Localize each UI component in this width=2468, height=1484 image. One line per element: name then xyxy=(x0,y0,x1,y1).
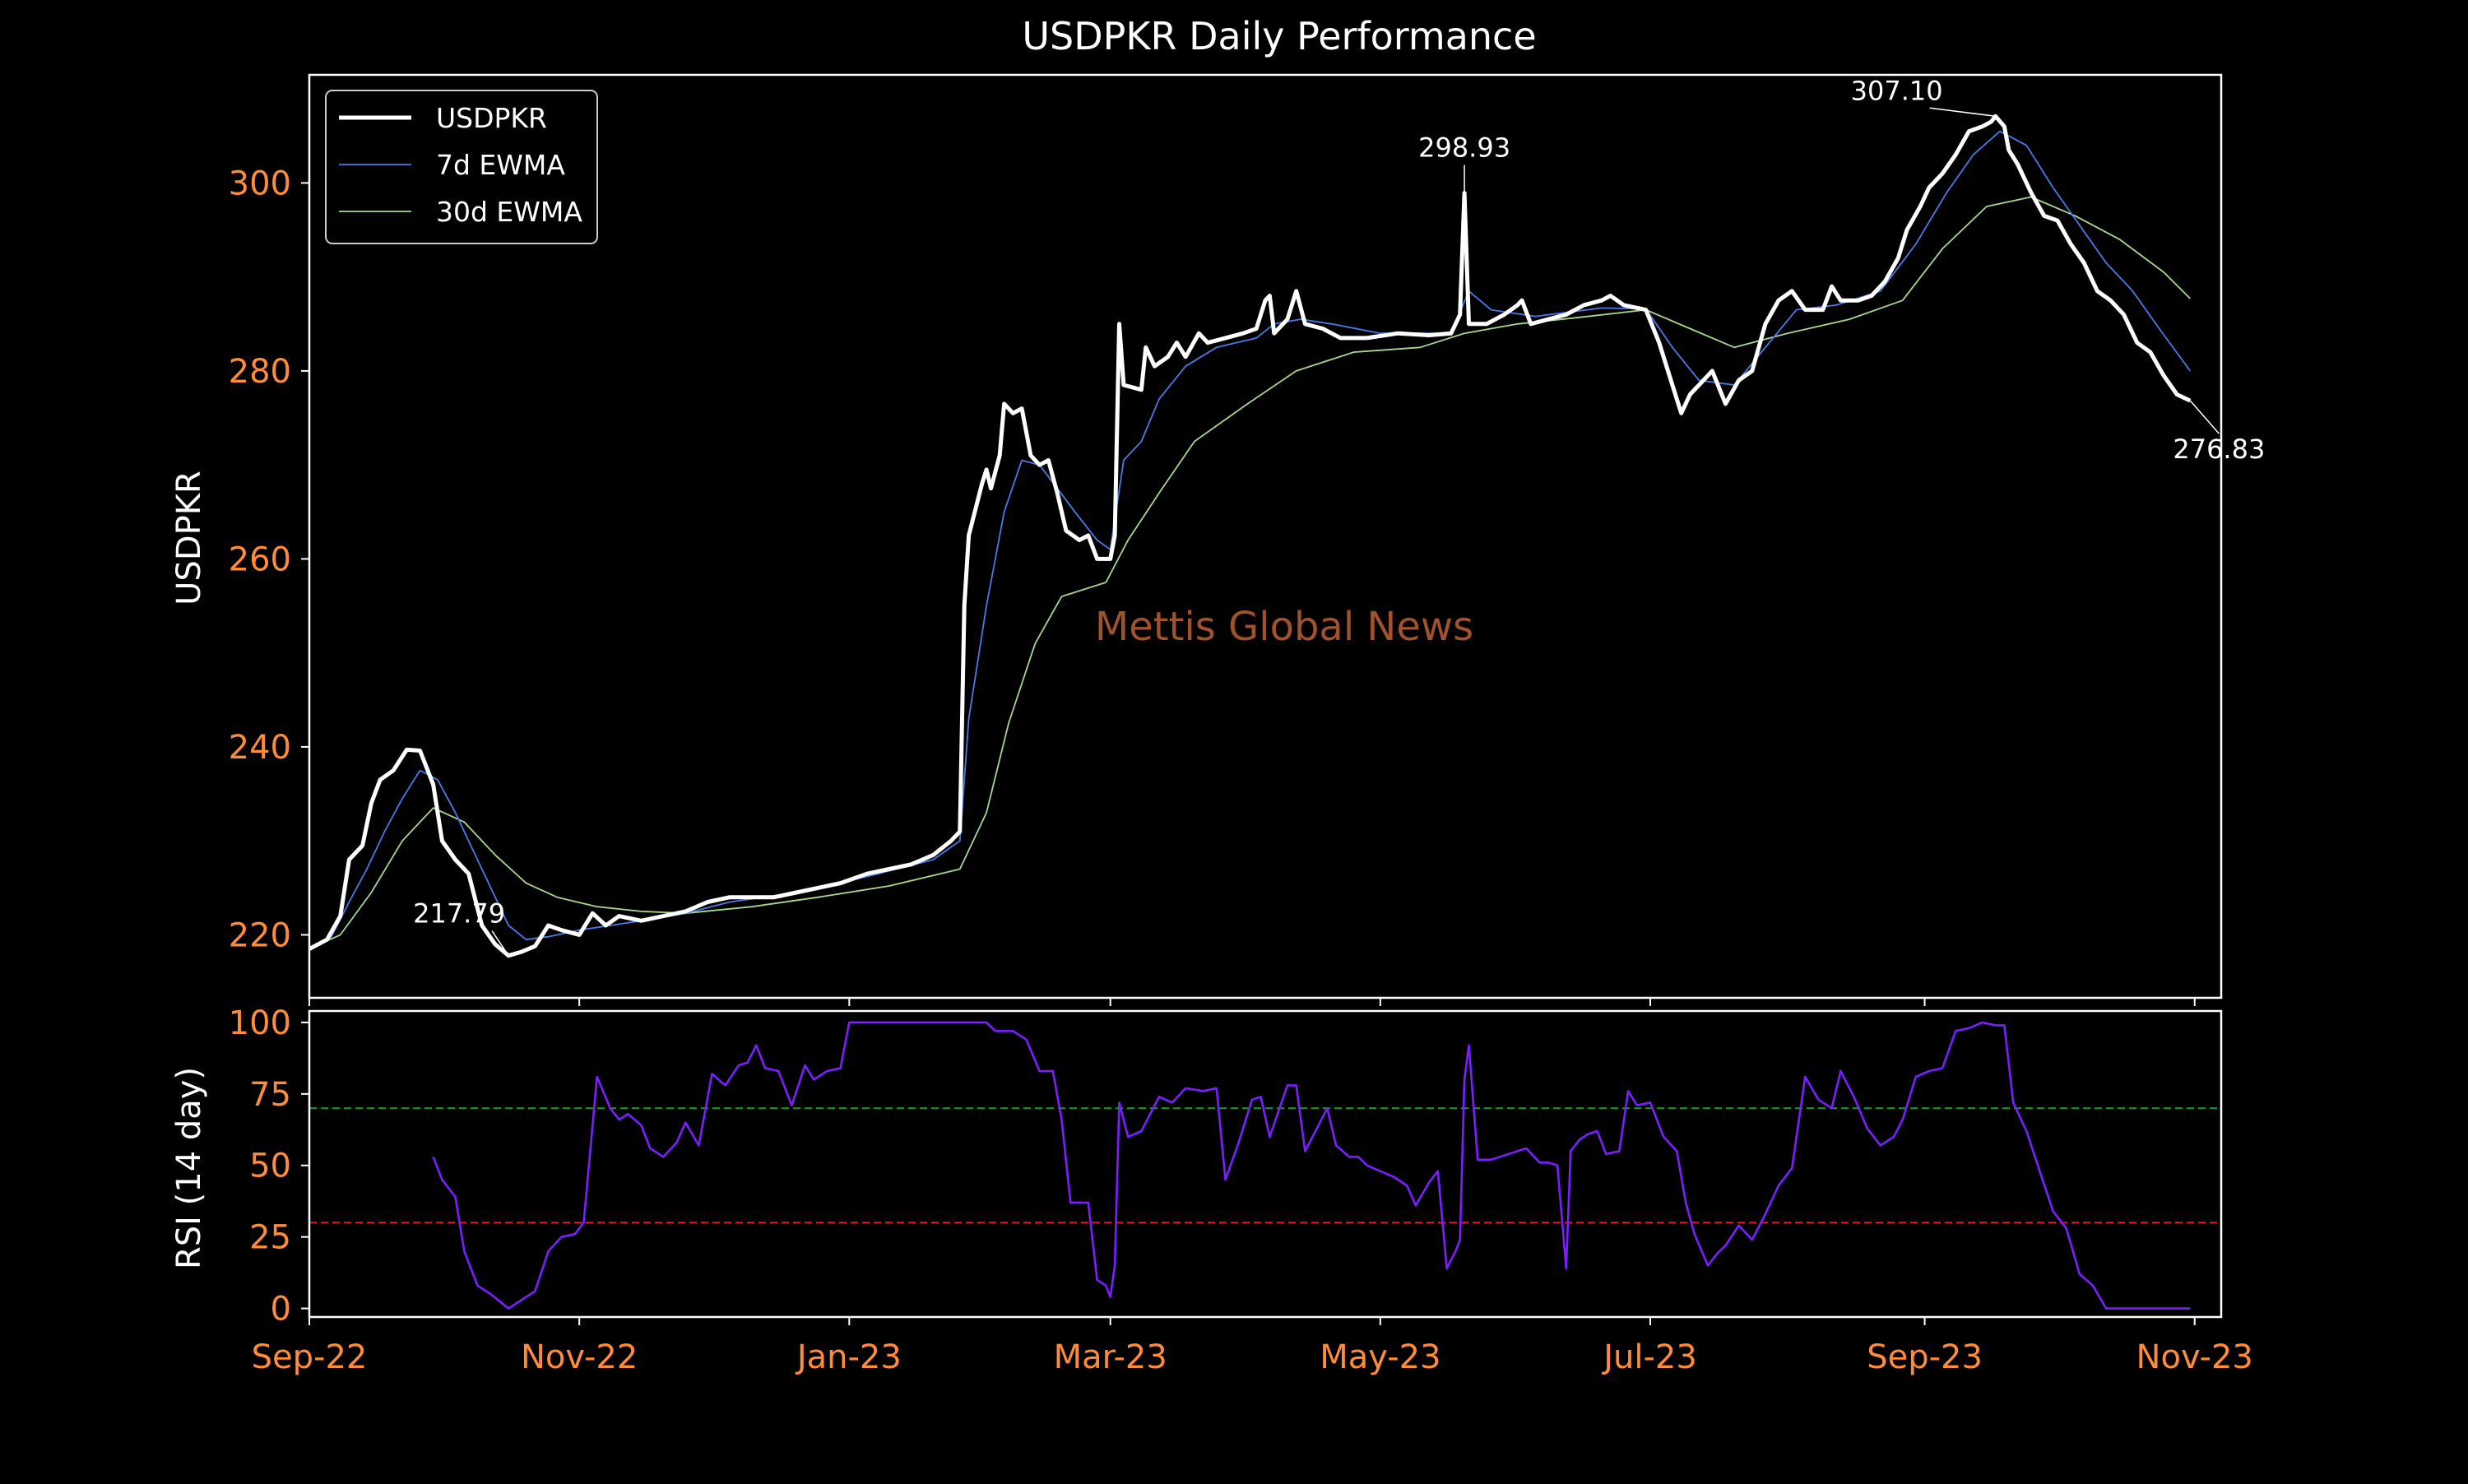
annotation-label: 307.10 xyxy=(1851,75,1943,106)
x-tick-label: Jan-23 xyxy=(795,1338,902,1376)
rsi-y-tick-label: 25 xyxy=(249,1219,291,1257)
series-line-30d-ewma xyxy=(308,196,2191,950)
price-y-tick-label: 300 xyxy=(229,165,291,202)
annotation-leader xyxy=(2189,400,2220,434)
rsi-series-line xyxy=(432,1021,2191,1310)
annotation-leader xyxy=(491,930,509,957)
x-tick-label: Nov-23 xyxy=(2136,1338,2253,1376)
price-y-axis-label: USDPKR xyxy=(170,471,208,605)
chart-title: USDPKR Daily Performance xyxy=(1022,14,1536,58)
price-y-tick-label: 220 xyxy=(229,916,291,954)
rsi-y-tick-label: 75 xyxy=(249,1076,291,1114)
x-axis: Sep-22 Nov-22 Jan-23 Mar-23 May-23 Jul-23 Sep-… xyxy=(252,998,2253,1376)
price-panel-frame xyxy=(308,73,2223,999)
price-y-tick-label: 280 xyxy=(229,353,291,391)
chart-legend: USDPKR 7d EWMA 30d EWMA xyxy=(325,90,598,244)
x-tick-label: Jul-23 xyxy=(1601,1338,1697,1376)
rsi-panel: 0 25 50 75 100 xyxy=(229,1004,2223,1329)
annotation-label: 298.93 xyxy=(1418,132,1510,164)
series-line-usdpkr xyxy=(308,114,2192,958)
x-tick-label: May-23 xyxy=(1320,1338,1440,1376)
rsi-panel-frame xyxy=(308,1009,2223,1319)
annotation-label: 276.83 xyxy=(2173,434,2265,465)
x-tick-label: Sep-23 xyxy=(1867,1338,1983,1376)
annotation-label: 217.79 xyxy=(413,898,505,930)
x-tick-label: Sep-22 xyxy=(252,1338,368,1376)
price-y-tick-label: 260 xyxy=(229,540,291,578)
legend-label: 30d EWMA xyxy=(436,196,582,228)
legend-label: 7d EWMA xyxy=(436,149,565,181)
rsi-y-tick-label: 0 xyxy=(271,1291,291,1329)
x-tick-label: Nov-22 xyxy=(521,1338,638,1376)
annotation-leader xyxy=(1929,107,1996,118)
watermark-text: Mettis Global News xyxy=(1095,604,1473,650)
legend-box xyxy=(325,90,598,244)
rsi-y-axis-label: RSI (14 day) xyxy=(170,1067,208,1269)
price-panel: 217.79 298.93 307.10 276.83 220 240 260 280 300 xyxy=(229,73,2265,999)
series-line-7d-ewma xyxy=(308,130,2192,950)
rsi-y-tick-label: 100 xyxy=(229,1004,291,1042)
x-tick-label: Mar-23 xyxy=(1054,1338,1167,1376)
price-y-tick-label: 240 xyxy=(229,729,291,767)
legend-label: USDPKR xyxy=(436,102,547,134)
rsi-y-tick-label: 50 xyxy=(249,1148,291,1185)
